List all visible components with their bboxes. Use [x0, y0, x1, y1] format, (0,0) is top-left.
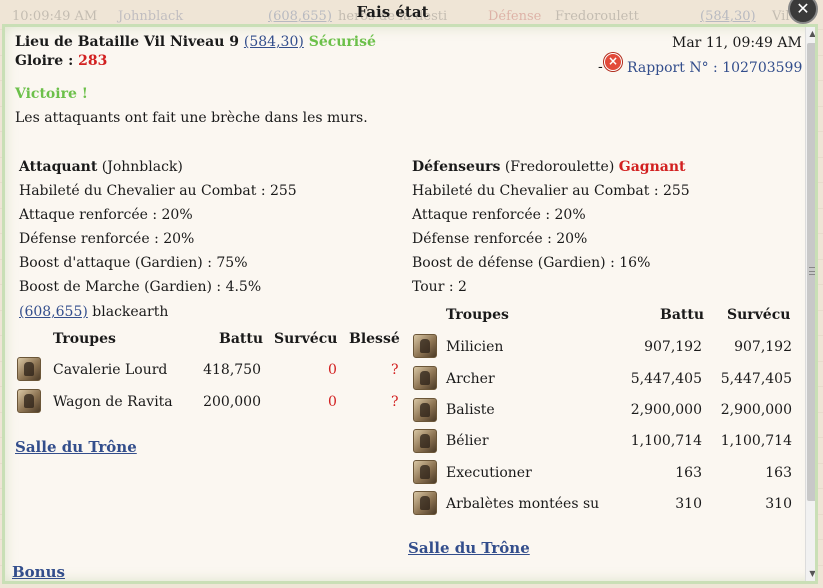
close-icon[interactable]: ✕: [788, 0, 818, 24]
bg-cell-type: Défense: [488, 9, 542, 24]
rapport-dash: -: [598, 59, 603, 75]
attacker-col-survecu: Survécu: [274, 331, 338, 347]
defender-col-battu: Battu: [660, 307, 705, 323]
troop-battu: 163: [675, 465, 702, 481]
location-label: Lieu de Bataille Vil Niveau 9: [15, 34, 240, 50]
report-datetime: Mar 11, 09:49 AM: [672, 35, 802, 51]
status-badge: Sécurisé: [308, 34, 376, 50]
defender-heading: Défenseurs (Fredoroulette) Gagnant: [412, 159, 685, 175]
troop-battu: 1,100,714: [630, 433, 702, 449]
attacker-stat: Habileté du Chevalier au Combat : 255: [19, 183, 297, 199]
executioner-icon: [413, 460, 437, 484]
defender-throne-room-link[interactable]: Salle du Trône: [408, 539, 530, 557]
troop-battu: 5,447,405: [630, 371, 702, 387]
defender-heading-label: Défenseurs: [412, 159, 501, 175]
ballista-icon: [413, 398, 437, 422]
troop-survecu: 1,100,714: [720, 433, 792, 449]
bg-cell-coord: (608,655): [268, 9, 332, 24]
delete-report-icon[interactable]: ×: [604, 53, 622, 71]
report-content: Lieu de Bataille Vil Niveau 9 (584,30) S…: [5, 27, 803, 581]
glory-value: 283: [78, 53, 108, 69]
battle-result: Victoire !: [15, 86, 88, 102]
attacker-stat: Défense renforcée : 20%: [19, 231, 195, 247]
troop-battu: 310: [675, 496, 702, 512]
troop-name: Cavalerie Lourd: [53, 362, 168, 378]
glory-line: Gloire : 283: [15, 53, 107, 69]
troop-name: Baliste: [446, 402, 495, 418]
troop-battu: 907,192: [644, 339, 702, 355]
supply-wagon-icon: [17, 389, 41, 413]
bg-cell-user: Johnblack: [118, 9, 184, 24]
defender-stat: Boost de défense (Gardien) : 16%: [412, 255, 651, 271]
attacker-col-troupes: Troupes: [53, 331, 116, 347]
troop-blesse: ?: [391, 362, 399, 378]
defender-stat: Habileté du Chevalier au Combat : 255: [412, 183, 690, 199]
glory-label: Gloire :: [15, 53, 74, 69]
troop-battu: 418,750: [203, 362, 261, 378]
attacker-origin-name: blackearth: [92, 304, 169, 320]
bg-cell-name: heros de la desti: [338, 9, 448, 24]
troop-survecu: 2,900,000: [720, 402, 792, 418]
militia-icon: [413, 334, 437, 358]
battering-ram-icon: [413, 429, 437, 453]
mounted-crossbow-icon: [413, 491, 437, 515]
modal-scrollbar[interactable]: ▲ ▼: [805, 27, 816, 581]
rapport-number: Rapport N° : 102703599: [627, 60, 803, 76]
bg-cell-coord2: (584,30): [700, 9, 756, 24]
attacker-player-name: (Johnblack): [101, 159, 183, 175]
battle-report-modal: Lieu de Bataille Vil Niveau 9 (584,30) S…: [2, 24, 818, 584]
bg-cell-time: 10:09:49 AM: [12, 9, 98, 24]
attacker-stat: Boost de Marche (Gardien) : 4.5%: [19, 279, 262, 295]
attacker-heading-label: Attaquant: [19, 159, 98, 175]
attacker-throne-room-link[interactable]: Salle du Trône: [15, 438, 137, 456]
troop-battu: 200,000: [203, 394, 261, 410]
attacker-stat: Boost d'attaque (Gardien) : 75%: [19, 255, 248, 271]
troop-battu: 2,900,000: [630, 402, 702, 418]
troop-survecu: 310: [765, 496, 792, 512]
bonus-link[interactable]: Bonus: [12, 563, 65, 581]
troop-blesse: ?: [391, 394, 399, 410]
troop-name: Executioner: [446, 465, 532, 481]
location-coords-link[interactable]: (584,30): [243, 34, 304, 50]
troop-name: Bélier: [446, 433, 489, 449]
attacker-stat: Attaque renforcée : 20%: [19, 207, 193, 223]
troop-survecu: 163: [765, 465, 792, 481]
defender-stat: Tour : 2: [412, 279, 467, 295]
attacker-heading: Attaquant (Johnblack): [19, 159, 183, 175]
modal-title: Fais état: [356, 3, 429, 21]
heavy-cavalry-icon: [17, 357, 41, 381]
scroll-up-icon[interactable]: ▲: [809, 29, 816, 38]
archer-icon: [413, 366, 437, 390]
troop-name: Milicien: [446, 339, 504, 355]
bg-cell-def: Fredoroulett: [555, 9, 639, 24]
battle-message: Les attaquants ont fait une brèche dans …: [15, 110, 368, 126]
attacker-origin: (608,655) blackearth: [19, 304, 168, 320]
attacker-origin-coords-link[interactable]: (608,655): [19, 304, 88, 320]
troop-survecu: 907,192: [734, 339, 792, 355]
defender-player-name: (Fredoroulette): [504, 159, 615, 175]
troop-survecu: 5,447,405: [720, 371, 792, 387]
troop-name: Arbalètes montées su: [446, 496, 600, 512]
location-line: Lieu de Bataille Vil Niveau 9 (584,30) S…: [15, 34, 376, 50]
defender-col-troupes: Troupes: [446, 307, 509, 323]
defender-stat: Défense renforcée : 20%: [412, 231, 588, 247]
scroll-down-icon[interactable]: ▼: [809, 569, 816, 578]
troop-name: Archer: [446, 371, 495, 387]
attacker-col-battu: Battu: [219, 331, 264, 347]
winner-badge: Gagnant: [618, 159, 686, 175]
defender-col-survecu: Survécu: [727, 307, 791, 323]
troop-name: Wagon de Ravita: [53, 394, 173, 410]
scroll-thumb[interactable]: [807, 43, 815, 501]
defender-stat: Attaque renforcée : 20%: [412, 207, 586, 223]
troop-survecu: 0: [328, 394, 337, 410]
troop-survecu: 0: [328, 362, 337, 378]
attacker-col-blesse: Blessé: [349, 331, 400, 347]
grip-icon: [809, 267, 815, 275]
